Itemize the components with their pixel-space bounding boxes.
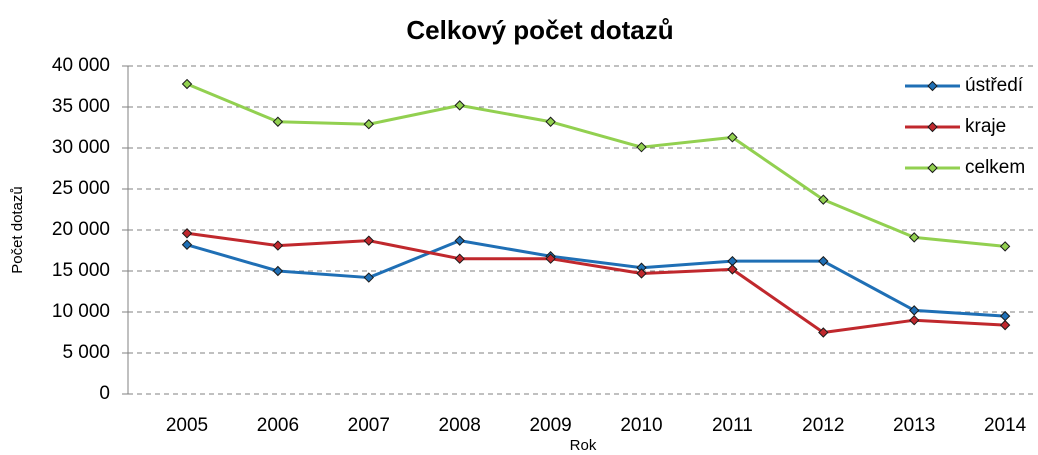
- data-point: [272, 240, 284, 251]
- y-tick-label: 10 000: [52, 301, 110, 322]
- x-tick-label: 2014: [984, 415, 1027, 436]
- data-point: [181, 239, 193, 250]
- data-point: [545, 253, 556, 264]
- y-tick-label: 25 000: [52, 178, 110, 199]
- data-point: [363, 272, 375, 283]
- legend-label: ústředí: [965, 75, 1024, 96]
- legend-marker: [927, 80, 938, 92]
- y-axis-label: Počet dotazů: [9, 186, 26, 274]
- data-point: [636, 141, 647, 153]
- data-point: [818, 194, 829, 205]
- y-tick-label: 20 000: [52, 219, 110, 240]
- legend-marker: [927, 121, 938, 133]
- data-point: [818, 327, 829, 338]
- data-point: [363, 235, 375, 246]
- x-tick-label: 2009: [529, 415, 571, 436]
- x-tick-label: 2012: [802, 415, 844, 436]
- data-point: [363, 119, 375, 130]
- x-tick-label: 2011: [712, 415, 753, 436]
- y-tick-label: 5 000: [62, 342, 110, 363]
- data-point: [545, 116, 556, 127]
- x-tick-label: 2010: [620, 415, 662, 436]
- data-point: [727, 132, 738, 143]
- data-point: [272, 116, 284, 127]
- series-line: [186, 82, 1006, 248]
- legend-label: kraje: [965, 116, 1006, 137]
- x-axis-label: Rok: [570, 437, 597, 454]
- data-point: [999, 310, 1011, 322]
- series-line: [186, 239, 1006, 318]
- data-point: [908, 314, 920, 326]
- data-point: [908, 232, 920, 243]
- series-line: [186, 231, 1006, 334]
- y-tick-label: 0: [99, 383, 110, 404]
- y-tick-label: 30 000: [52, 137, 110, 158]
- y-tick-label: 15 000: [52, 260, 110, 281]
- x-tick-label: 2008: [439, 415, 481, 436]
- data-point: [818, 255, 829, 267]
- legend-marker: [927, 162, 938, 174]
- data-point: [454, 253, 465, 264]
- data-point: [636, 268, 647, 279]
- data-point: [908, 305, 920, 316]
- y-tick-label: 35 000: [52, 96, 110, 117]
- legend-label: celkem: [965, 157, 1025, 178]
- data-point: [999, 241, 1011, 252]
- data-point: [454, 100, 465, 111]
- data-point: [727, 264, 738, 275]
- data-point: [181, 78, 193, 90]
- y-tick-label: 40 000: [52, 55, 110, 76]
- x-tick-label: 2005: [166, 415, 208, 436]
- data-point: [181, 228, 193, 239]
- x-tick-label: 2013: [893, 415, 935, 436]
- data-point: [454, 235, 465, 246]
- x-tick-label: 2006: [257, 415, 299, 436]
- data-point: [272, 265, 284, 277]
- x-tick-label: 2007: [348, 415, 390, 436]
- data-point: [999, 319, 1011, 331]
- chart-title: Celkový počet dotazů: [406, 15, 673, 45]
